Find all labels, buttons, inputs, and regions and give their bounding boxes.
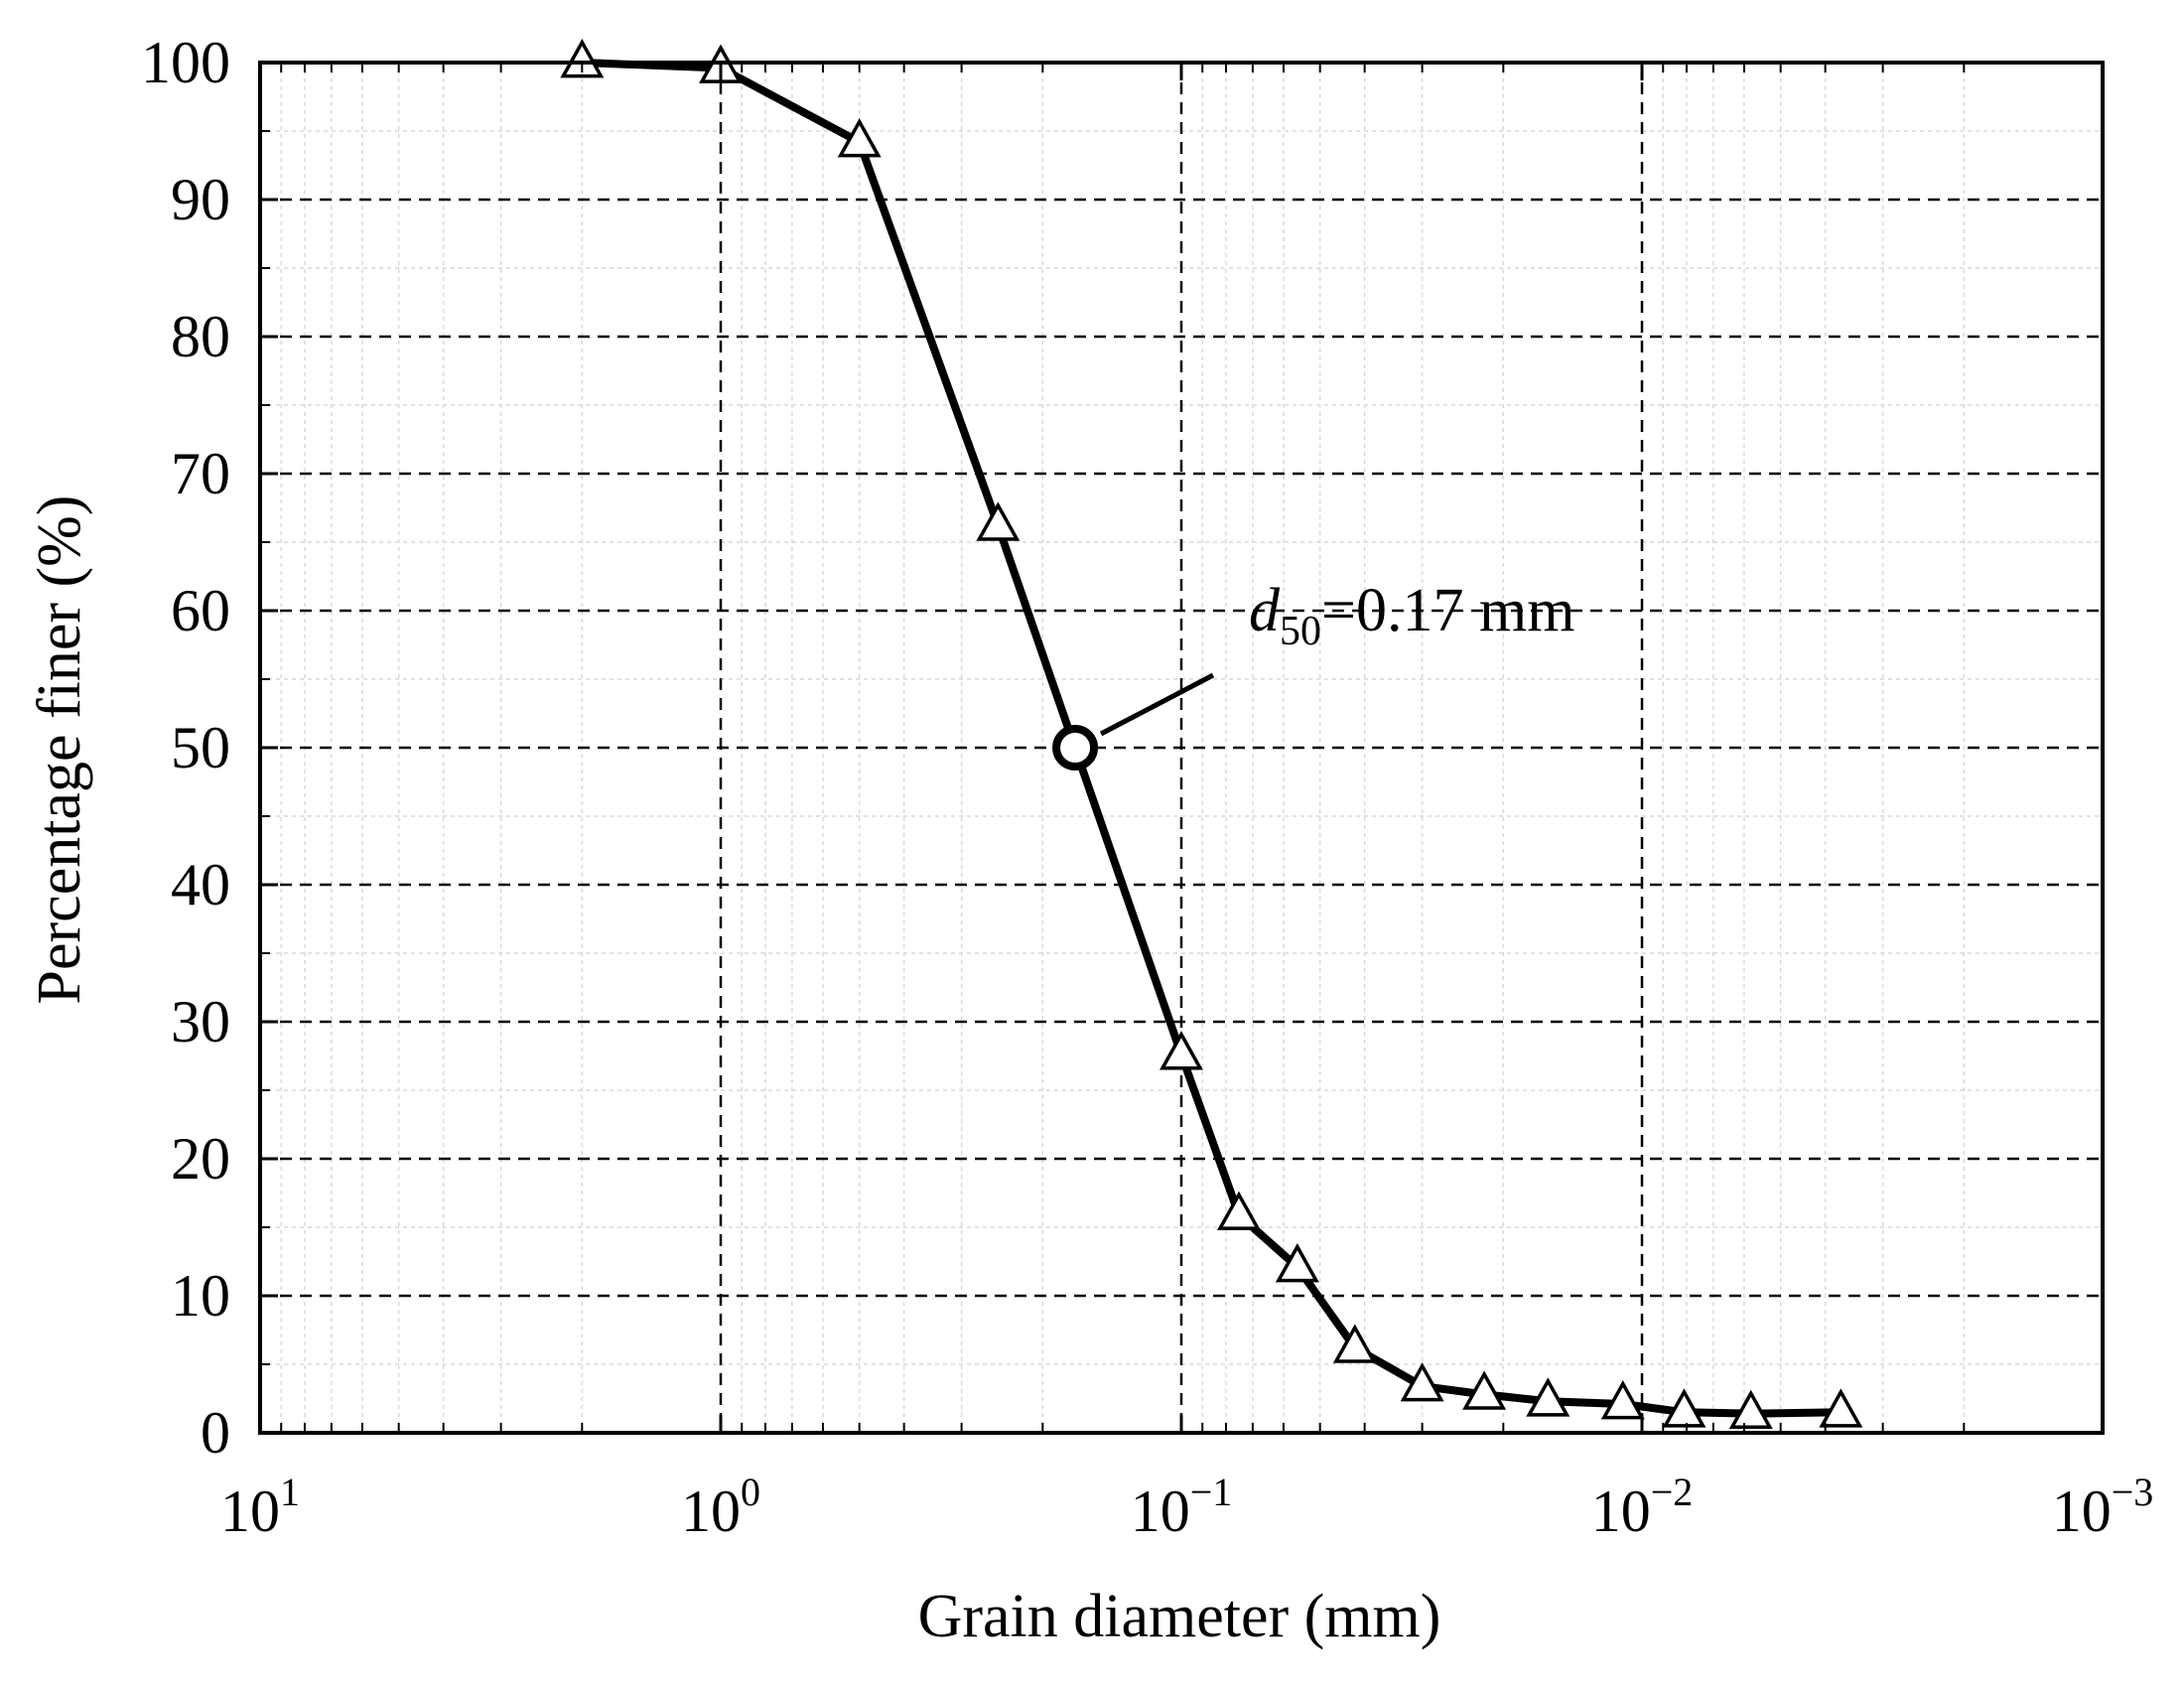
x-tick-label: 100 bbox=[681, 1470, 760, 1544]
x-axis-label: Grain diameter (mm) bbox=[918, 1583, 1441, 1650]
y-tick-label: 0 bbox=[201, 1400, 230, 1466]
annotation-layer: d50=0.17 mm bbox=[1099, 577, 1574, 737]
y-tick-label: 60 bbox=[171, 578, 230, 643]
data-point-triangle bbox=[1728, 1389, 1773, 1430]
data-point-triangle bbox=[560, 39, 605, 78]
x-tick-base: 10 bbox=[681, 1478, 741, 1544]
data-point-triangle bbox=[1216, 1191, 1261, 1230]
d50-annotation-variable: d bbox=[1249, 577, 1281, 644]
y-tick-label: 10 bbox=[171, 1263, 230, 1329]
label-layer: Grain diameter (mm) Percentage finer (%)… bbox=[26, 30, 2153, 1650]
x-tick-base: 10 bbox=[1131, 1478, 1190, 1544]
x-tick-exponent: −3 bbox=[2112, 1470, 2154, 1514]
y-tick-label: 40 bbox=[171, 852, 230, 917]
d50-annotation-value: =0.17 mm bbox=[1321, 577, 1574, 644]
d50-annotation-subscript: 50 bbox=[1280, 609, 1321, 654]
grid-layer bbox=[260, 63, 2103, 1433]
y-tick-label: 80 bbox=[171, 304, 230, 369]
y-tick-label: 90 bbox=[171, 167, 230, 232]
x-tick-exponent: −2 bbox=[1651, 1470, 1694, 1514]
plot-frame bbox=[258, 61, 2105, 1435]
series-layer bbox=[560, 39, 1863, 1430]
data-point-triangle bbox=[976, 501, 1021, 541]
y-tick-label: 50 bbox=[171, 715, 230, 780]
data-point-triangle bbox=[1819, 1388, 1863, 1428]
x-tick-base: 10 bbox=[1591, 1478, 1651, 1544]
x-tick-base: 10 bbox=[2052, 1478, 2112, 1544]
x-tick-label: 10−3 bbox=[2052, 1470, 2154, 1544]
data-point-triangle bbox=[1662, 1388, 1706, 1428]
data-point-triangle bbox=[837, 118, 882, 158]
data-point-triangle bbox=[1400, 1362, 1444, 1402]
data-point-triangle bbox=[1332, 1324, 1377, 1363]
x-tick-label: 10−2 bbox=[1591, 1470, 1694, 1544]
y-tick-label: 20 bbox=[171, 1126, 230, 1192]
d50-annotation-label: d50=0.17 mm bbox=[1249, 577, 1574, 654]
axis-layer bbox=[258, 61, 2105, 1435]
y-axis-label: Percentage finer (%) bbox=[26, 495, 93, 1005]
x-tick-exponent: 0 bbox=[741, 1470, 760, 1514]
y-tick-label: 100 bbox=[141, 30, 230, 95]
y-tick-label: 30 bbox=[171, 989, 230, 1054]
y-tick-label: 70 bbox=[171, 441, 230, 506]
data-point-triangle bbox=[1275, 1243, 1319, 1283]
x-tick-label: 10−1 bbox=[1131, 1470, 1233, 1544]
x-tick-exponent: 1 bbox=[280, 1470, 300, 1514]
data-point-triangle bbox=[1160, 1031, 1203, 1070]
data-point-triangle bbox=[1526, 1377, 1570, 1417]
annotation-leader-line bbox=[1099, 672, 1215, 737]
d50-marker bbox=[1052, 725, 1099, 771]
x-tick-base: 10 bbox=[220, 1478, 280, 1544]
data-point-triangle bbox=[1462, 1370, 1507, 1410]
data-point-triangle bbox=[1600, 1380, 1645, 1420]
x-tick-label: 101 bbox=[220, 1470, 300, 1544]
x-tick-exponent: −1 bbox=[1190, 1470, 1233, 1514]
